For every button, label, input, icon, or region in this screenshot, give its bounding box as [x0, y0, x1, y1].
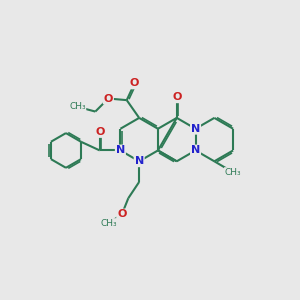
- Text: O: O: [104, 94, 113, 103]
- Text: N: N: [191, 146, 200, 155]
- Text: CH₃: CH₃: [100, 219, 117, 228]
- Text: O: O: [117, 209, 127, 220]
- Text: N: N: [191, 124, 200, 134]
- Text: N: N: [134, 156, 144, 166]
- Text: CH₃: CH₃: [69, 102, 86, 111]
- Text: CH₃: CH₃: [224, 168, 241, 177]
- Text: O: O: [172, 92, 182, 102]
- Text: O: O: [130, 78, 139, 88]
- Text: N: N: [116, 146, 125, 155]
- Text: O: O: [95, 127, 104, 137]
